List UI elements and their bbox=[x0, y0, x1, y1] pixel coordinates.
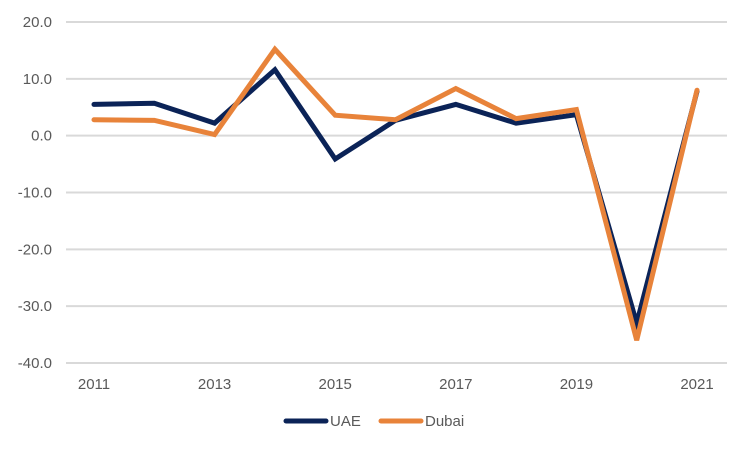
x-tick-label: 2015 bbox=[319, 376, 352, 393]
y-tick-label: -10.0 bbox=[18, 185, 52, 202]
x-tick-label: 2013 bbox=[198, 376, 231, 393]
y-tick-label: -40.0 bbox=[18, 355, 52, 372]
y-tick-label: 20.0 bbox=[23, 14, 52, 31]
legend-item-uae[interactable]: UAE bbox=[283, 413, 361, 430]
legend-item-dubai[interactable]: Dubai bbox=[378, 413, 464, 430]
legend: UAE Dubai bbox=[283, 413, 464, 430]
legend-label: UAE bbox=[330, 413, 361, 430]
x-axis-ticks: 2011 2013 2015 2017 2019 2021 bbox=[78, 376, 714, 393]
y-tick-label: -20.0 bbox=[18, 241, 52, 258]
x-tick-label: 2021 bbox=[680, 376, 713, 393]
series-line-dubai bbox=[91, 45, 700, 341]
y-tick-label: 10.0 bbox=[23, 71, 52, 88]
legend-label: Dubai bbox=[425, 413, 464, 430]
gridlines bbox=[66, 21, 727, 364]
y-tick-label: -30.0 bbox=[18, 298, 52, 315]
y-axis-ticks: 20.0 10.0 0.0 -10.0 -20.0 -30.0 -40.0 bbox=[18, 14, 52, 372]
series-line-uae bbox=[91, 65, 700, 333]
x-tick-label: 2019 bbox=[560, 376, 593, 393]
x-tick-label: 2011 bbox=[78, 376, 110, 393]
x-tick-label: 2017 bbox=[439, 376, 472, 393]
series-lines bbox=[91, 45, 700, 341]
y-tick-label: 0.0 bbox=[31, 128, 52, 145]
